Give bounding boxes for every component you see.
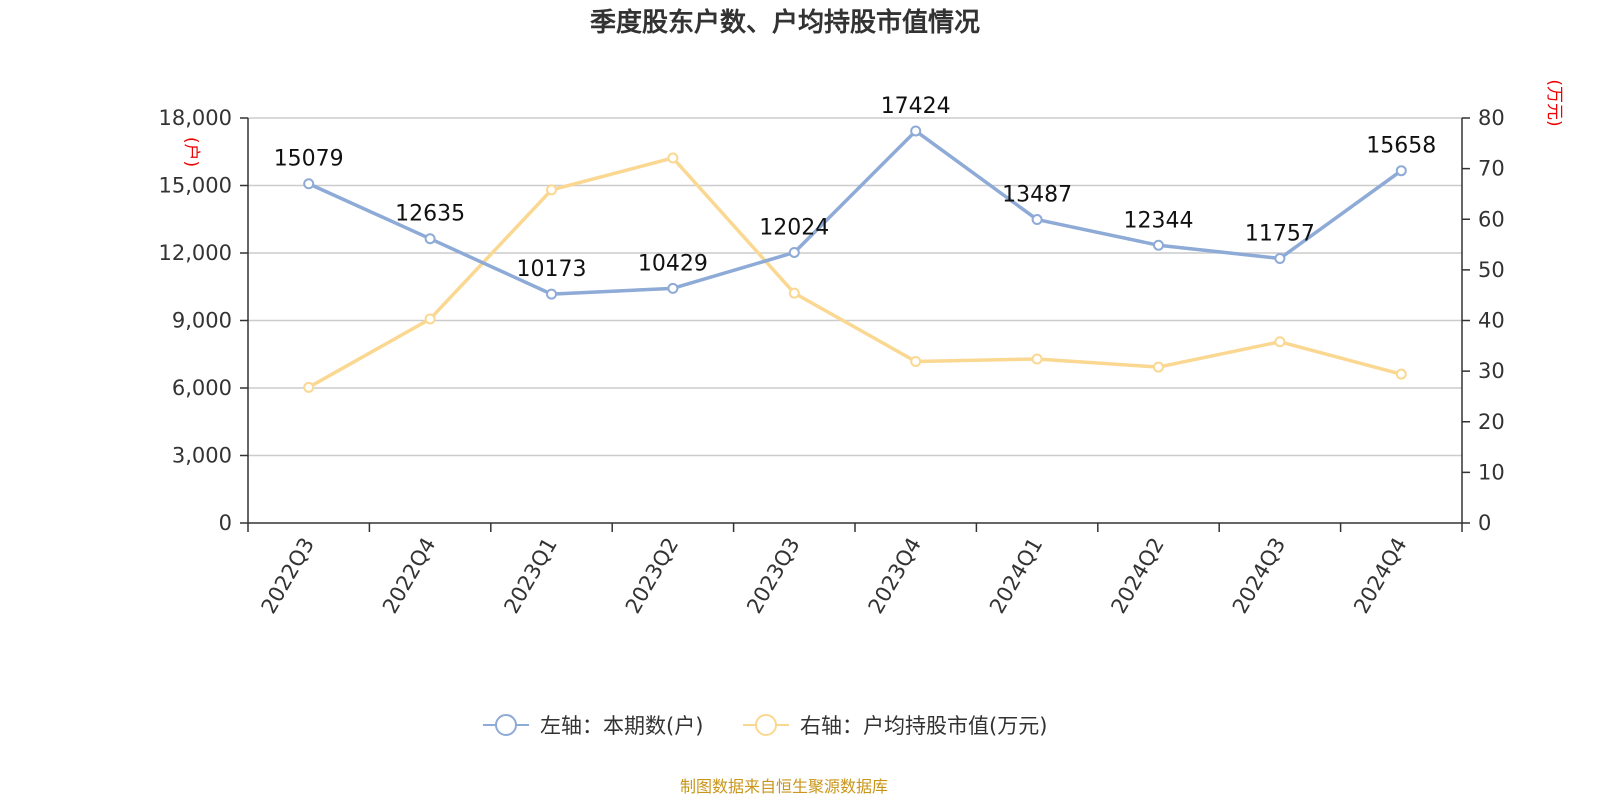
x-axis-category-label: 2022Q3: [257, 534, 319, 618]
x-axis-category-label: 2024Q3: [1228, 534, 1290, 618]
data-point: [1153, 361, 1164, 373]
data-point: [424, 233, 436, 245]
x-axis-category-label: 2024Q2: [1106, 534, 1168, 618]
data-labels: 15079 12635 10173 10429 12024 17424 13487 12344…: [274, 94, 1437, 282]
right-axis-tick-label: 70: [1478, 157, 1505, 181]
data-point: [546, 184, 557, 196]
right-axis-tick-label: 40: [1478, 309, 1505, 333]
right-axis-tick-label: 10: [1478, 460, 1505, 484]
x-axis-category-label: 2023Q4: [864, 534, 926, 618]
right-axis-tick-label: 80: [1478, 106, 1505, 130]
legend-label: 左轴：本期数(户): [540, 714, 703, 738]
grid-lines: [248, 117, 1462, 457]
x-axis-category-label: 2023Q1: [499, 534, 561, 618]
right-axis-tick-label: 0: [1478, 511, 1491, 535]
left-axis-tick-label: 9,000: [172, 309, 232, 333]
data-label: 10429: [638, 251, 708, 276]
x-axis-category-label: 2023Q3: [742, 534, 804, 618]
series-line: [307, 129, 1403, 296]
left-axis-tick-label: 0: [219, 511, 232, 535]
series-layer: [303, 125, 1407, 393]
data-point: [546, 288, 557, 300]
data-label: 15658: [1366, 134, 1436, 159]
data-point: [667, 152, 679, 164]
data-point: [1274, 252, 1286, 264]
left-axis-tick-label: 18,000: [159, 106, 232, 130]
left-axis-tick-label: 6,000: [172, 376, 232, 400]
chart-title: 季度股东户数、户均持股市值情况: [590, 7, 980, 38]
data-point: [1031, 214, 1043, 226]
right-axis-tick-label: 50: [1478, 258, 1505, 282]
data-point: [424, 313, 436, 325]
series-line: [307, 156, 1402, 389]
legend: 左轴：本期数(户) 右轴：户均持股市值(万元): [483, 714, 1047, 738]
x-axis-category-label: 2024Q4: [1349, 534, 1411, 618]
data-label: 13487: [1002, 183, 1072, 208]
left-axis-tick-label: 12,000: [159, 241, 232, 265]
x-axis-category-label: 2022Q4: [378, 534, 440, 618]
data-label: 10173: [517, 257, 587, 282]
right-axis-tick-label: 20: [1478, 410, 1505, 434]
data-label: 12344: [1124, 208, 1194, 233]
right-axis-tick-label: 30: [1478, 359, 1505, 383]
data-point: [910, 356, 922, 368]
legend-label: 右轴：户均持股市值(万元): [800, 714, 1047, 738]
data-label: 15079: [274, 147, 344, 172]
x-axis-category-label: 2023Q2: [621, 534, 683, 618]
data-point: [1395, 368, 1407, 380]
axes: 0 3,000 6,000 9,000 12,000 15,000 18,000 0 10 20 3…: [159, 106, 1505, 618]
data-point: [303, 178, 315, 190]
data-point: [910, 125, 922, 137]
x-axis-category-label: 2024Q1: [985, 534, 1047, 618]
right-axis-unit: (万元): [1544, 79, 1564, 126]
data-point: [667, 282, 679, 294]
data-point: [788, 246, 800, 258]
data-point: [788, 287, 800, 299]
left-axis-tick-label: 3,000: [172, 444, 232, 468]
data-point: [1274, 336, 1286, 348]
legend-swatch-marker: [495, 714, 517, 736]
data-label: 11757: [1245, 221, 1315, 246]
data-point: [1031, 353, 1043, 365]
data-label: 12635: [395, 202, 465, 227]
data-point: [1395, 165, 1407, 177]
data-point: [303, 381, 315, 393]
legend-swatch-marker: [755, 714, 777, 736]
data-label: 17424: [881, 94, 951, 119]
source-note: 制图数据来自恒生聚源数据库: [680, 777, 888, 796]
left-axis-unit: (户): [181, 137, 201, 167]
data-label: 12024: [759, 215, 829, 240]
left-axis-tick-label: 15,000: [159, 174, 232, 198]
data-point: [1153, 239, 1164, 251]
right-axis-tick-label: 60: [1478, 207, 1505, 231]
